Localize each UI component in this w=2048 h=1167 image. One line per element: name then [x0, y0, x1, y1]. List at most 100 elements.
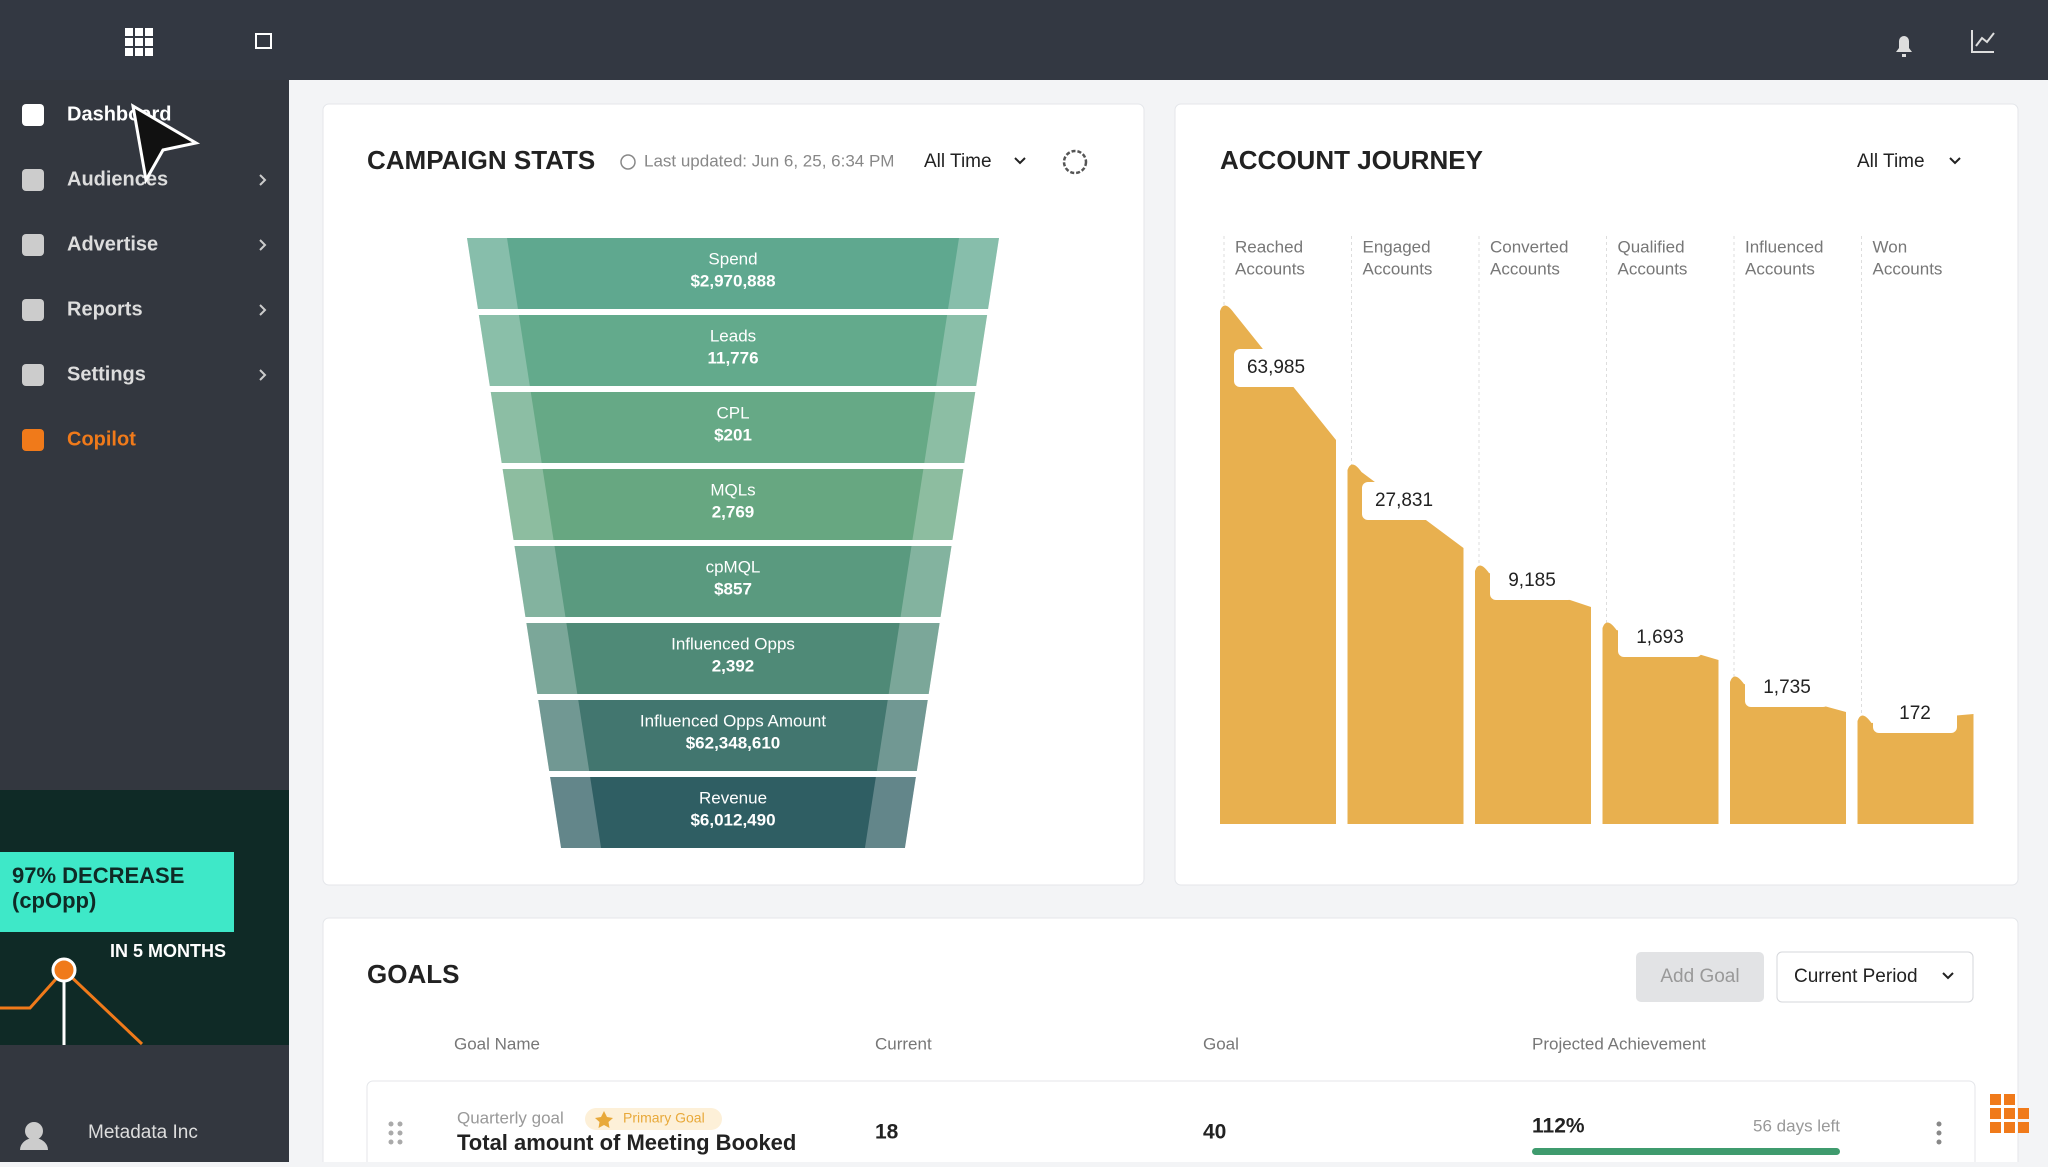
- account-name[interactable]: Metadata Inc: [88, 1122, 198, 1143]
- funnel-stage: [490, 392, 976, 463]
- stage-label: Revenue: [699, 788, 767, 807]
- funnel-stage: [478, 315, 988, 386]
- stage-value: 2,392: [712, 656, 755, 675]
- journey-value: 1,693: [1636, 627, 1684, 648]
- chevron: [1014, 157, 1026, 165]
- period-select[interactable]: [1776, 951, 1974, 1003]
- bell-icon[interactable]: [1896, 36, 1912, 57]
- nav-icon[interactable]: [22, 429, 44, 451]
- stage-label: cpMQL: [706, 557, 761, 576]
- column-label: Accounts: [1745, 259, 1815, 278]
- funnel-flank: [467, 238, 518, 309]
- last-updated: Last updated: Jun 6, 25, 6:34 PM: [644, 151, 894, 170]
- nav-item[interactable]: Copilot: [67, 428, 136, 450]
- goal-projected: 112%: [1532, 1115, 1585, 1138]
- stage-label: MQLs: [710, 480, 755, 499]
- nav-icon[interactable]: [22, 169, 44, 191]
- column-label: Accounts: [1618, 259, 1688, 278]
- value-bubble: [1618, 619, 1702, 657]
- value-bubble: [1490, 562, 1574, 600]
- journey-title: ACCOUNT JOURNEY: [1220, 145, 1483, 175]
- top-bar: [0, 0, 2048, 80]
- promo-line: [0, 967, 144, 1046]
- stage-value: 2,769: [712, 502, 755, 521]
- column-label: Accounts: [1490, 259, 1560, 278]
- column-label: Reached: [1235, 237, 1303, 256]
- goal-target: 40: [1203, 1121, 1226, 1144]
- stage-label: Influenced Opps Amount: [640, 711, 826, 730]
- stage-value: 11,776: [707, 348, 758, 367]
- stage-value: $857: [714, 579, 752, 598]
- history-icon: [620, 154, 636, 170]
- nav-item[interactable]: Audiences: [67, 168, 168, 190]
- column-header: Goal Name: [454, 1034, 540, 1053]
- collapse-icon[interactable]: [255, 33, 272, 49]
- chevron: [259, 304, 267, 316]
- column-label: Influenced: [1745, 237, 1823, 256]
- funnel-stage: [526, 623, 940, 694]
- journey-bar: [1347, 464, 1464, 824]
- column-label: Accounts: [1873, 259, 1943, 278]
- goal-name: Total amount of Meeting Booked: [457, 1130, 796, 1155]
- cursor: [130, 103, 201, 185]
- add-goal-button[interactable]: [1636, 952, 1764, 1002]
- funnel-stage: [550, 777, 916, 848]
- promo-sub: (cpOpp): [12, 888, 96, 913]
- column-header: Current: [875, 1034, 932, 1053]
- funnel-flank: [502, 469, 554, 540]
- promo-dot: [51, 957, 77, 983]
- value-bubble: [1234, 349, 1318, 387]
- journey-value: 27,831: [1375, 490, 1433, 511]
- nav-icon[interactable]: [22, 299, 44, 321]
- goal-row[interactable]: [366, 1080, 1976, 1167]
- journey-value: 172: [1899, 703, 1931, 724]
- nav-item[interactable]: Reports: [67, 298, 143, 320]
- settings-icon[interactable]: [1062, 149, 1088, 175]
- funnel-flank: [888, 623, 940, 694]
- badge: [585, 1108, 722, 1130]
- journey-bar: [1220, 305, 1336, 824]
- nav-item[interactable]: Advertise: [67, 233, 158, 255]
- promo-period: IN 5 MONTHS: [110, 941, 226, 961]
- chart-icon[interactable]: [1971, 30, 1995, 53]
- funnel-flank: [514, 546, 566, 617]
- funnel-flank: [876, 700, 928, 771]
- apps-icon[interactable]: [125, 28, 153, 56]
- nav-item[interactable]: Settings: [67, 363, 146, 385]
- funnel-flank: [948, 238, 999, 309]
- journey-filter[interactable]: All Time: [1857, 151, 1925, 172]
- stage-label: Leads: [710, 326, 756, 345]
- stage-label: Influenced Opps: [671, 634, 795, 653]
- chevron: [259, 239, 267, 251]
- row-menu[interactable]: [1936, 1121, 1942, 1145]
- funnel-flank: [550, 777, 602, 848]
- campaign-filter[interactable]: All Time: [924, 151, 992, 172]
- chevron: [1949, 157, 1961, 165]
- campaign-title: CAMPAIGN STATS: [367, 145, 595, 175]
- badge-label: Primary Goal: [623, 1110, 705, 1126]
- stage-label: CPL: [716, 403, 749, 422]
- funnel-flank: [490, 392, 542, 463]
- chevron: [1942, 972, 1954, 980]
- stage-label: Spend: [708, 249, 757, 268]
- corner-logo: [1990, 1094, 2029, 1133]
- nav-icon[interactable]: [22, 364, 44, 386]
- funnel-flank: [538, 700, 590, 771]
- star: [595, 1111, 613, 1128]
- drag-handle[interactable]: [388, 1121, 403, 1145]
- stage-value: $2,970,888: [690, 271, 775, 290]
- funnel-flank: [912, 469, 964, 540]
- nav-icon[interactable]: [22, 234, 44, 256]
- funnel-stage: [538, 700, 928, 771]
- funnel-flank: [900, 546, 952, 617]
- column-label: Qualified: [1618, 237, 1685, 256]
- stage-value: $201: [714, 425, 752, 444]
- stage-value: $6,012,490: [690, 810, 775, 829]
- nav-icon[interactable]: [22, 104, 44, 126]
- value-bubble: [1873, 695, 1957, 733]
- column-header: Goal: [1203, 1034, 1239, 1053]
- avatar: [25, 1122, 43, 1140]
- funnel-flank: [526, 623, 578, 694]
- period-label: Current Period: [1794, 966, 1918, 987]
